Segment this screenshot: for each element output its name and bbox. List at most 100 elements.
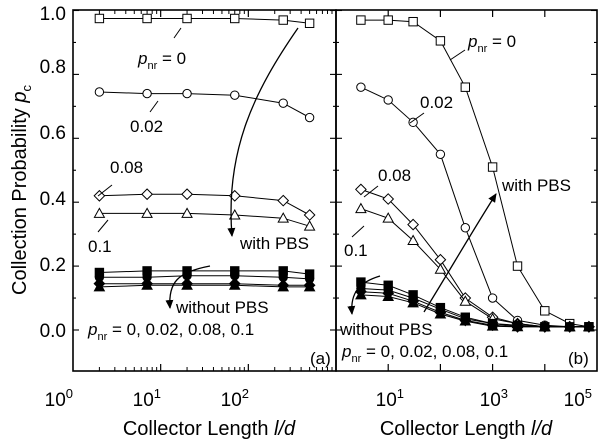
series-line xyxy=(99,18,310,24)
x-axis-title-a: Collector Length l/d xyxy=(123,418,296,440)
data-point-circle xyxy=(230,90,240,100)
annotation-01-b: 0.1 xyxy=(344,241,368,260)
series-layer xyxy=(93,13,595,333)
data-point-circle xyxy=(408,117,418,128)
data-point-square xyxy=(512,261,523,271)
data-point-triangle xyxy=(459,315,472,326)
arrow-without-pbs-b xyxy=(347,275,381,315)
data-point-triangle xyxy=(382,290,395,301)
data-point-triangle xyxy=(407,296,419,308)
leader-line xyxy=(97,184,113,197)
data-point-triangle xyxy=(583,320,595,332)
data-point-circle xyxy=(487,293,498,303)
y-axis-title: Collection Probability pc xyxy=(9,85,34,295)
series-line xyxy=(360,188,589,328)
data-point-square xyxy=(435,36,446,46)
data-point-circle xyxy=(182,88,192,99)
data-point-diamond xyxy=(181,188,193,201)
y-tick-label: 0.2 xyxy=(40,255,66,276)
annotation-002-b: 0.02 xyxy=(420,93,453,112)
data-point-triangle xyxy=(434,263,447,274)
series-line xyxy=(99,270,310,275)
data-point-square xyxy=(408,16,418,27)
data-point-square xyxy=(230,13,240,24)
series-line xyxy=(99,275,310,280)
x-tick-labels-b: 101 103 105 xyxy=(376,386,592,411)
x-tick-label: 105 xyxy=(564,386,592,411)
data-point-triangle xyxy=(434,307,447,319)
annotation-008-b: 0.08 xyxy=(378,166,411,185)
ticks-layer xyxy=(73,9,597,371)
data-point-circle xyxy=(460,223,471,233)
leader-line xyxy=(363,185,379,198)
leader-line xyxy=(149,100,159,113)
x-tick-label: 100 xyxy=(45,386,73,411)
data-point-circle xyxy=(383,95,393,105)
data-point-square xyxy=(540,306,550,316)
data-point-triangle xyxy=(563,320,576,332)
data-point-triangle xyxy=(277,212,290,223)
data-point-diamond xyxy=(407,218,420,231)
x-tick-label: 102 xyxy=(221,386,249,411)
x-axis-title-b: Collector Length l/d xyxy=(380,418,553,440)
leader-line xyxy=(449,49,466,61)
data-point-triangle xyxy=(228,208,241,220)
data-point-square xyxy=(487,162,498,172)
y-tick-labels: 0.0 0.2 0.4 0.6 0.8 1.0 xyxy=(40,4,67,342)
data-point-circle xyxy=(304,112,315,123)
series-line xyxy=(99,212,310,227)
x-tick-labels-a: 100 101 102 xyxy=(45,386,249,411)
data-point-square xyxy=(142,13,152,24)
data-point-triangle xyxy=(511,320,524,332)
leader-line xyxy=(97,219,109,233)
arrow-with-pbs-a xyxy=(227,27,299,237)
data-point-triangle xyxy=(382,212,395,223)
data-point-circle xyxy=(278,98,288,108)
annotation-without-pbs-b: without PBS xyxy=(339,320,433,339)
data-point-triangle xyxy=(93,207,106,218)
data-point-triangle xyxy=(486,320,499,331)
x-tick-label: 101 xyxy=(376,386,404,411)
y-tick-label: 0.8 xyxy=(40,57,66,78)
annotation-without-pbs-a: without PBS xyxy=(175,298,269,317)
annotation-pnr-list-a: pnr = 0, 0.02, 0.08, 0.1 xyxy=(87,320,254,343)
x-tick-label: 103 xyxy=(480,386,508,411)
annotation-008-a: 0.08 xyxy=(110,158,143,177)
data-point-triangle xyxy=(303,280,316,292)
panel-a-annotations: pnr = 0 0.02 0.08 0.1 with PBS without P… xyxy=(87,27,309,343)
annotation-pnr-zero-b: pnr = 0 xyxy=(467,32,516,55)
series-line xyxy=(360,208,589,328)
data-point-diamond xyxy=(277,194,290,207)
data-point-triangle xyxy=(355,202,367,214)
data-point-diamond xyxy=(93,189,106,202)
data-point-square xyxy=(278,15,288,25)
data-point-square xyxy=(304,18,315,28)
leader-line xyxy=(173,27,182,39)
data-point-triangle xyxy=(459,295,472,306)
annotation-01-a: 0.1 xyxy=(88,237,112,256)
annotation-002-a: 0.02 xyxy=(130,117,163,136)
leader-line xyxy=(351,225,365,238)
y-tick-label: 1.0 xyxy=(40,4,66,25)
arrow-with-pbs-b xyxy=(423,193,497,313)
data-point-triangle xyxy=(303,220,316,231)
data-point-triangle xyxy=(181,279,193,290)
annotation-pnr-zero-a: pnr = 0 xyxy=(137,49,186,72)
data-point-diamond xyxy=(354,183,367,196)
data-point-triangle xyxy=(538,320,551,332)
data-point-circle xyxy=(435,149,446,159)
data-point-triangle xyxy=(181,207,193,218)
data-point-square xyxy=(356,15,366,25)
annotation-with-pbs-b: with PBS xyxy=(501,176,571,195)
series-line xyxy=(360,86,589,328)
series-line xyxy=(99,284,310,288)
data-point-square xyxy=(383,15,393,25)
panel-b-frame xyxy=(335,9,598,372)
series-line xyxy=(360,19,589,328)
panel-label-a: (a) xyxy=(310,349,331,368)
data-point-triangle xyxy=(277,280,290,292)
x-tick-label: 101 xyxy=(133,386,161,411)
data-point-triangle xyxy=(93,280,106,292)
